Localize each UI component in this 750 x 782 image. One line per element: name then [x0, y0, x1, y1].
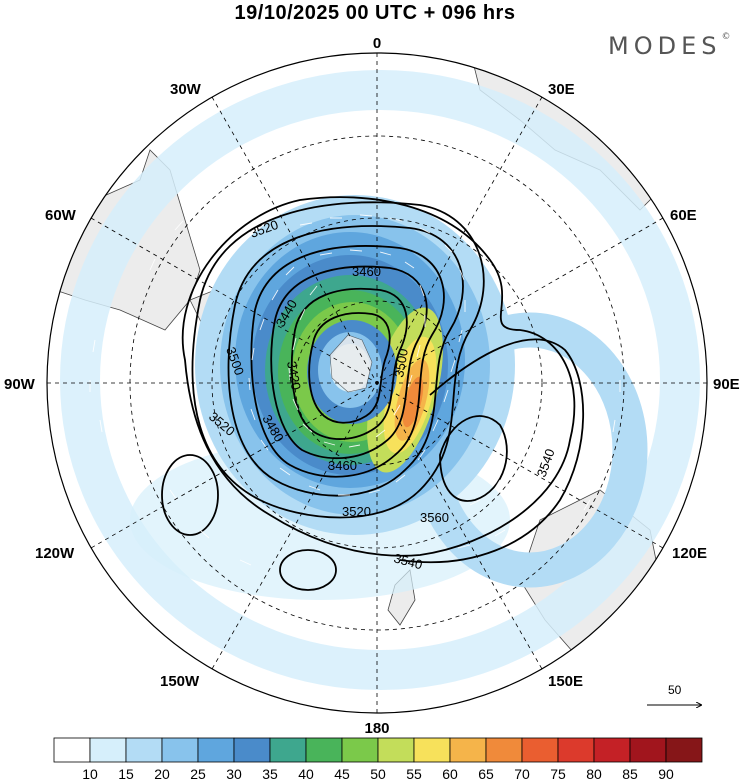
colorbar-swatch: [89, 737, 127, 763]
colorbar-label: 45: [334, 766, 350, 782]
colorbar-swatch: [629, 737, 667, 763]
colorbar: 10 15 20 25 30 35 40 45 50 55 60 65 70 75 80 85 90: [53, 737, 703, 782]
contour-label: 3460: [328, 458, 357, 473]
lon-label-60e: 60E: [670, 207, 697, 224]
contour-label: 3560: [420, 510, 449, 525]
map-title: 19/10/2025 00 UTC + 096 hrs: [234, 2, 516, 24]
lon-label-30e: 30E: [548, 81, 575, 98]
colorbar-label: 50: [370, 766, 386, 782]
modes-logo: MODES©: [608, 32, 731, 60]
contour-label: 3460: [352, 264, 381, 279]
lon-label-120w: 120W: [35, 545, 75, 562]
colorbar-label: 20: [154, 766, 170, 782]
lon-label-180: 180: [364, 720, 389, 737]
colorbar-label: 25: [190, 766, 206, 782]
map-disk: [54, 53, 701, 690]
colorbar-label: 70: [514, 766, 530, 782]
colorbar-label: 55: [406, 766, 422, 782]
colorbar-swatch: [665, 737, 703, 763]
lon-label-150e: 150E: [548, 673, 583, 690]
colorbar-swatch: [377, 737, 415, 763]
contour-label: 3420: [284, 360, 304, 391]
colorbar-swatch: [305, 737, 343, 763]
lon-label-90w: 90W: [4, 376, 36, 393]
colorbar-swatch: [485, 737, 523, 763]
contour-label: 3540: [534, 447, 558, 479]
colorbar-label: 90: [658, 766, 674, 782]
colorbar-swatch: [161, 737, 199, 763]
map-boundary: [46, 52, 708, 714]
colorbar-swatch: [521, 737, 559, 763]
colorbar-label: 80: [586, 766, 602, 782]
colorbar-label: 60: [442, 766, 458, 782]
colorbar-label: 10: [82, 766, 98, 782]
colorbar-label: 15: [118, 766, 134, 782]
reference-vector: 50: [647, 683, 701, 705]
contour-label: 3520: [342, 504, 371, 519]
contour-label: 3500: [391, 347, 411, 378]
colorbar-swatch: [269, 737, 307, 763]
colorbar-swatch: [233, 737, 271, 763]
colorbar-label: 35: [262, 766, 278, 782]
lon-label-60w: 60W: [45, 207, 77, 224]
colorbar-swatch: [593, 737, 631, 763]
colorbar-swatch: [557, 737, 595, 763]
wind-speed-shading: [60, 70, 700, 690]
lon-label-30w: 30W: [170, 81, 202, 98]
colorbar-swatch: [53, 737, 91, 763]
colorbar-label: 40: [298, 766, 314, 782]
lon-label-0: 0: [373, 35, 381, 52]
colorbar-label: 85: [622, 766, 638, 782]
graticule: [47, 53, 707, 713]
colorbar-swatch: [413, 737, 451, 763]
colorbar-swatch: [449, 737, 487, 763]
colorbar-swatch: [125, 737, 163, 763]
colorbar-swatch: [341, 737, 379, 763]
height-contours: [161, 196, 585, 591]
colorbar-label: 30: [226, 766, 242, 782]
contour-label: 3540: [392, 550, 424, 572]
lon-label-150w: 150W: [160, 673, 200, 690]
colorbar-label: 75: [550, 766, 566, 782]
colorbar-label: 65: [478, 766, 494, 782]
reference-vector-label: 50: [668, 683, 682, 697]
lon-label-120e: 120E: [672, 545, 707, 562]
lon-label-90e: 90E: [713, 376, 740, 393]
wind-vectors: [89, 166, 621, 566]
colorbar-swatch: [197, 737, 235, 763]
